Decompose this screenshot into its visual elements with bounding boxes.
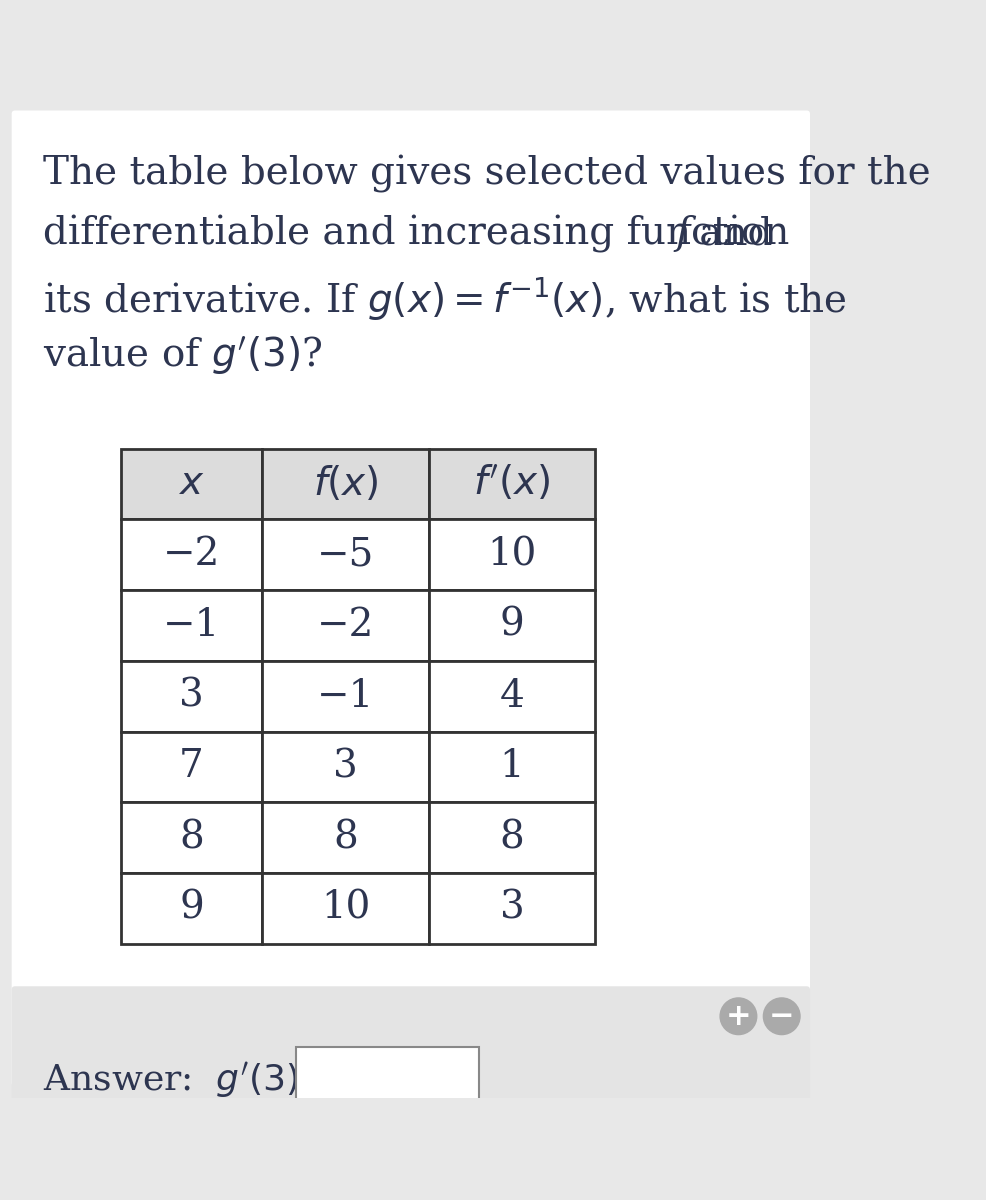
- Bar: [262, 874, 428, 944]
- Text: 7: 7: [178, 749, 204, 786]
- Text: −: −: [768, 1002, 794, 1031]
- Text: The table below gives selected values for the: The table below gives selected values fo…: [43, 156, 930, 193]
- Text: 10: 10: [320, 890, 370, 926]
- Bar: [262, 520, 428, 590]
- Text: $f(x)$: $f(x)$: [313, 464, 378, 503]
- Bar: [428, 803, 595, 874]
- Bar: [428, 590, 595, 661]
- Text: 9: 9: [499, 607, 524, 644]
- Text: f: f: [674, 216, 688, 252]
- Text: 10: 10: [487, 536, 536, 574]
- Bar: [120, 874, 262, 944]
- Bar: [262, 803, 428, 874]
- Text: 3: 3: [178, 678, 204, 715]
- Text: 3: 3: [499, 890, 524, 926]
- Bar: [120, 449, 262, 520]
- Text: 8: 8: [332, 820, 358, 856]
- Bar: [428, 874, 595, 944]
- Bar: [428, 732, 595, 803]
- Bar: [262, 590, 428, 661]
- Text: 4: 4: [499, 678, 524, 715]
- Text: −2: −2: [163, 536, 220, 574]
- Bar: [428, 520, 595, 590]
- Text: 8: 8: [178, 820, 204, 856]
- Text: −5: −5: [317, 536, 374, 574]
- FancyBboxPatch shape: [12, 986, 810, 1139]
- Text: $f'(x)$: $f'(x)$: [473, 464, 550, 504]
- Bar: [262, 449, 428, 520]
- Text: −2: −2: [317, 607, 374, 644]
- Text: 1: 1: [499, 749, 524, 786]
- Text: 8: 8: [499, 820, 524, 856]
- Text: 9: 9: [178, 890, 204, 926]
- Text: 3: 3: [332, 749, 358, 786]
- Bar: [262, 732, 428, 803]
- Bar: [120, 732, 262, 803]
- Bar: [262, 661, 428, 732]
- Circle shape: [762, 998, 800, 1034]
- Bar: [120, 661, 262, 732]
- Text: and: and: [686, 216, 772, 252]
- Bar: [120, 803, 262, 874]
- Bar: [120, 590, 262, 661]
- Text: differentiable and increasing function: differentiable and increasing function: [43, 216, 802, 253]
- Bar: [295, 1046, 478, 1114]
- Text: Answer:  $g'(3)$ =: Answer: $g'(3)$ =: [43, 1060, 339, 1099]
- Bar: [428, 661, 595, 732]
- Text: value of $g'(3)$?: value of $g'(3)$?: [43, 335, 322, 377]
- Bar: [120, 520, 262, 590]
- Circle shape: [720, 998, 756, 1034]
- Text: −1: −1: [317, 678, 374, 715]
- Text: +: +: [725, 1002, 750, 1031]
- Text: $x$: $x$: [178, 466, 204, 503]
- Bar: [428, 449, 595, 520]
- Text: −1: −1: [163, 607, 220, 644]
- Text: its derivative. If $g(x) = f^{-1}(x)$, what is the: its derivative. If $g(x) = f^{-1}(x)$, w…: [43, 275, 846, 323]
- FancyBboxPatch shape: [12, 110, 810, 1086]
